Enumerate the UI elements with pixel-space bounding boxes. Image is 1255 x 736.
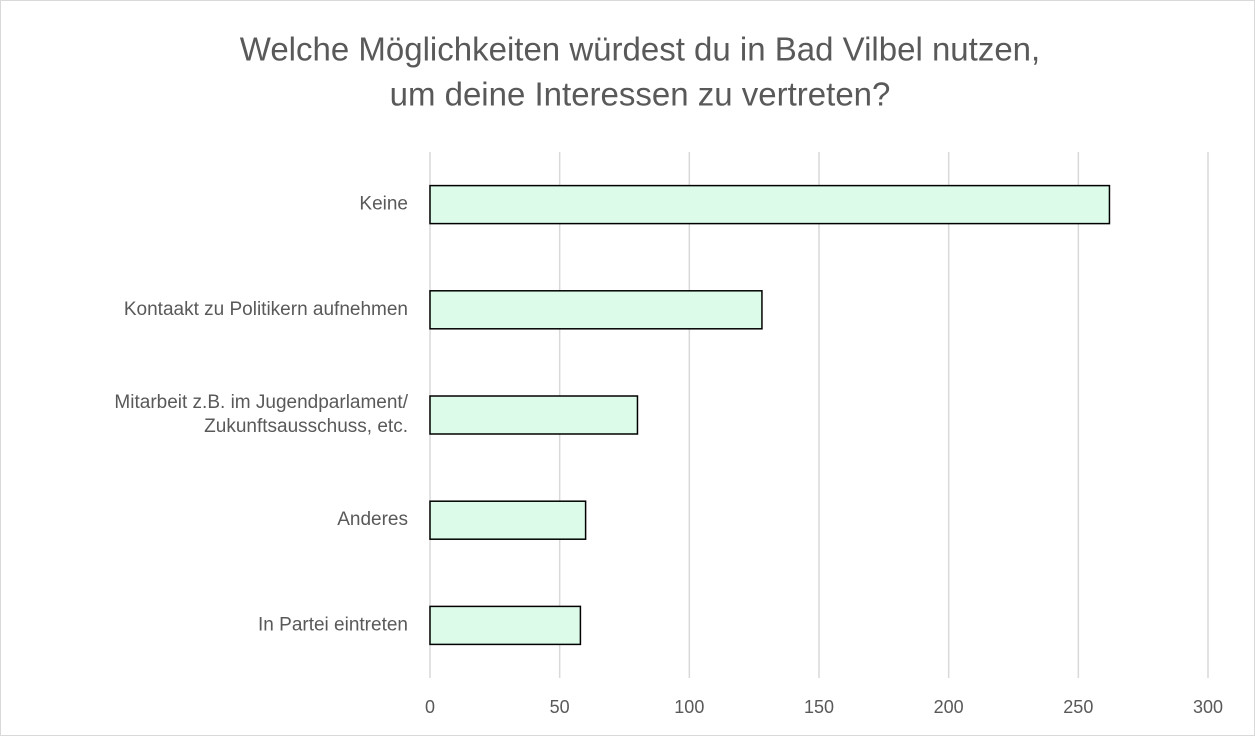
- x-tick-label: 50: [550, 697, 570, 717]
- y-tick-label: In Partei eintreten: [258, 614, 408, 635]
- x-tick-label: 150: [804, 697, 834, 717]
- bar: [429, 500, 587, 540]
- chart-title: Welche Möglichkeiten würdest du in Bad V…: [240, 31, 1040, 68]
- bar: [429, 184, 1111, 225]
- y-tick-label: Kontaakt zu Politikern aufnehmen: [124, 299, 408, 320]
- bar: [429, 290, 763, 330]
- y-tick-label: Mitarbeit z.B. im Jugendparlament/Zukunf…: [114, 392, 408, 437]
- x-tick-label: 100: [674, 697, 704, 717]
- bar: [429, 605, 582, 646]
- x-tick-label: 300: [1193, 697, 1223, 717]
- x-tick-label: 0: [425, 697, 435, 717]
- chart-title: um deine Interessen zu vertreten?: [390, 76, 891, 113]
- bar: [429, 395, 639, 435]
- x-tick-label: 250: [1063, 697, 1093, 717]
- y-tick-label: Anderes: [337, 509, 408, 530]
- y-tick-label: Keine: [359, 194, 408, 215]
- x-tick-label: 200: [934, 697, 964, 717]
